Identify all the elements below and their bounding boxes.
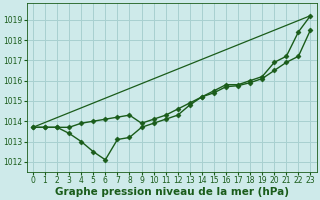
X-axis label: Graphe pression niveau de la mer (hPa): Graphe pression niveau de la mer (hPa): [55, 187, 289, 197]
